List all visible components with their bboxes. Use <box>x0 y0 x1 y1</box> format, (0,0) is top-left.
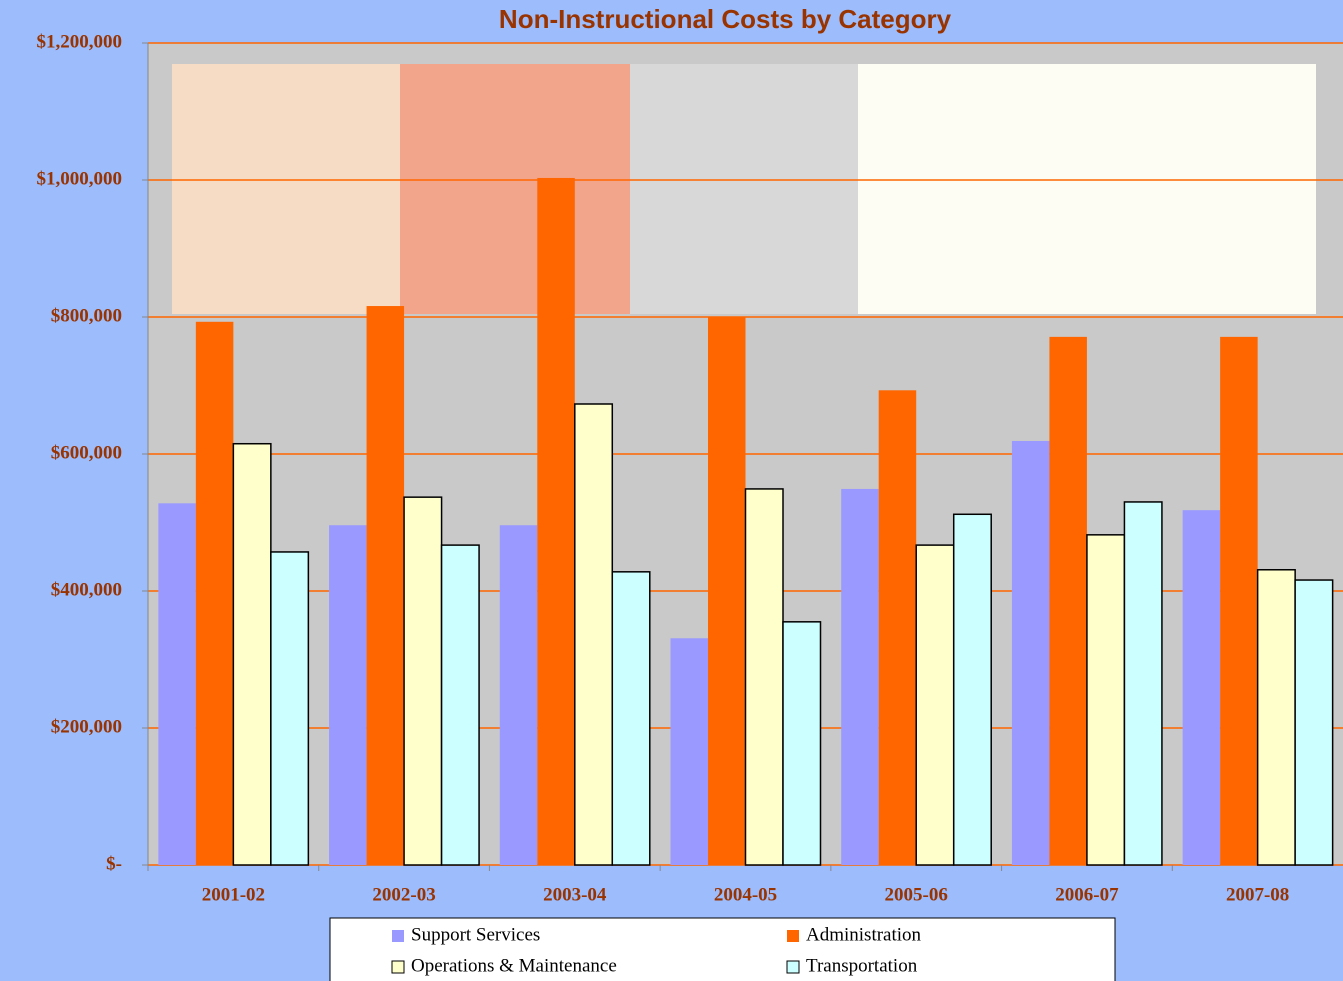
y-tick-label: $200,000 <box>51 716 122 737</box>
bar <box>1294 579 1334 866</box>
legend-label: Administration <box>806 924 922 945</box>
legend-swatch <box>786 960 800 974</box>
bar <box>841 488 879 865</box>
bar <box>670 638 708 865</box>
legend <box>329 917 1116 981</box>
legend-swatch <box>391 960 405 974</box>
decor <box>400 64 630 314</box>
bar <box>537 177 575 865</box>
decor <box>172 64 400 314</box>
y-tick-label: $400,000 <box>51 579 122 600</box>
legend-swatch <box>787 930 799 942</box>
bar <box>440 544 480 866</box>
bar <box>158 503 196 865</box>
bar <box>611 571 651 866</box>
y-tick-label: $600,000 <box>51 442 122 463</box>
x-tick-label: 2007-08 <box>1226 884 1289 905</box>
bar <box>499 525 538 865</box>
bar <box>915 544 955 866</box>
bar <box>1220 336 1258 865</box>
bar <box>195 321 234 865</box>
decor <box>630 64 858 314</box>
bar <box>1086 534 1126 866</box>
y-tick-label: $1,000,000 <box>37 168 123 189</box>
bar <box>366 306 405 865</box>
bar <box>329 525 367 865</box>
x-tick-label: 2004-05 <box>714 884 777 905</box>
legend-label: Operations & Maintenance <box>411 955 617 976</box>
bar <box>232 442 272 866</box>
bar <box>1123 501 1163 866</box>
bar <box>270 551 310 866</box>
bar <box>1049 336 1087 865</box>
bar <box>1256 569 1296 866</box>
bar <box>403 496 443 866</box>
bar <box>708 317 746 865</box>
bar <box>878 390 917 865</box>
x-tick-label: 2006-07 <box>1055 884 1119 905</box>
legend-swatch <box>392 930 404 942</box>
decor <box>858 64 1316 314</box>
chart-title: Non-Instructional Costs by Category <box>499 4 952 34</box>
y-tick-label: $800,000 <box>51 305 122 326</box>
bar <box>744 488 784 866</box>
x-tick-label: 2001-02 <box>202 884 265 905</box>
bar <box>574 403 614 866</box>
bar <box>1011 440 1050 865</box>
y-tick-label: $1,200,000 <box>37 31 123 52</box>
x-tick-label: 2005-06 <box>885 884 948 905</box>
bar <box>782 621 822 866</box>
legend-label: Support Services <box>411 924 540 945</box>
bar <box>1182 510 1221 865</box>
x-tick-label: 2002-03 <box>372 884 435 905</box>
y-tick-label: $- <box>106 853 122 874</box>
x-tick-label: 2003-04 <box>543 884 607 905</box>
legend-label: Transportation <box>806 955 918 976</box>
bar <box>952 513 992 866</box>
